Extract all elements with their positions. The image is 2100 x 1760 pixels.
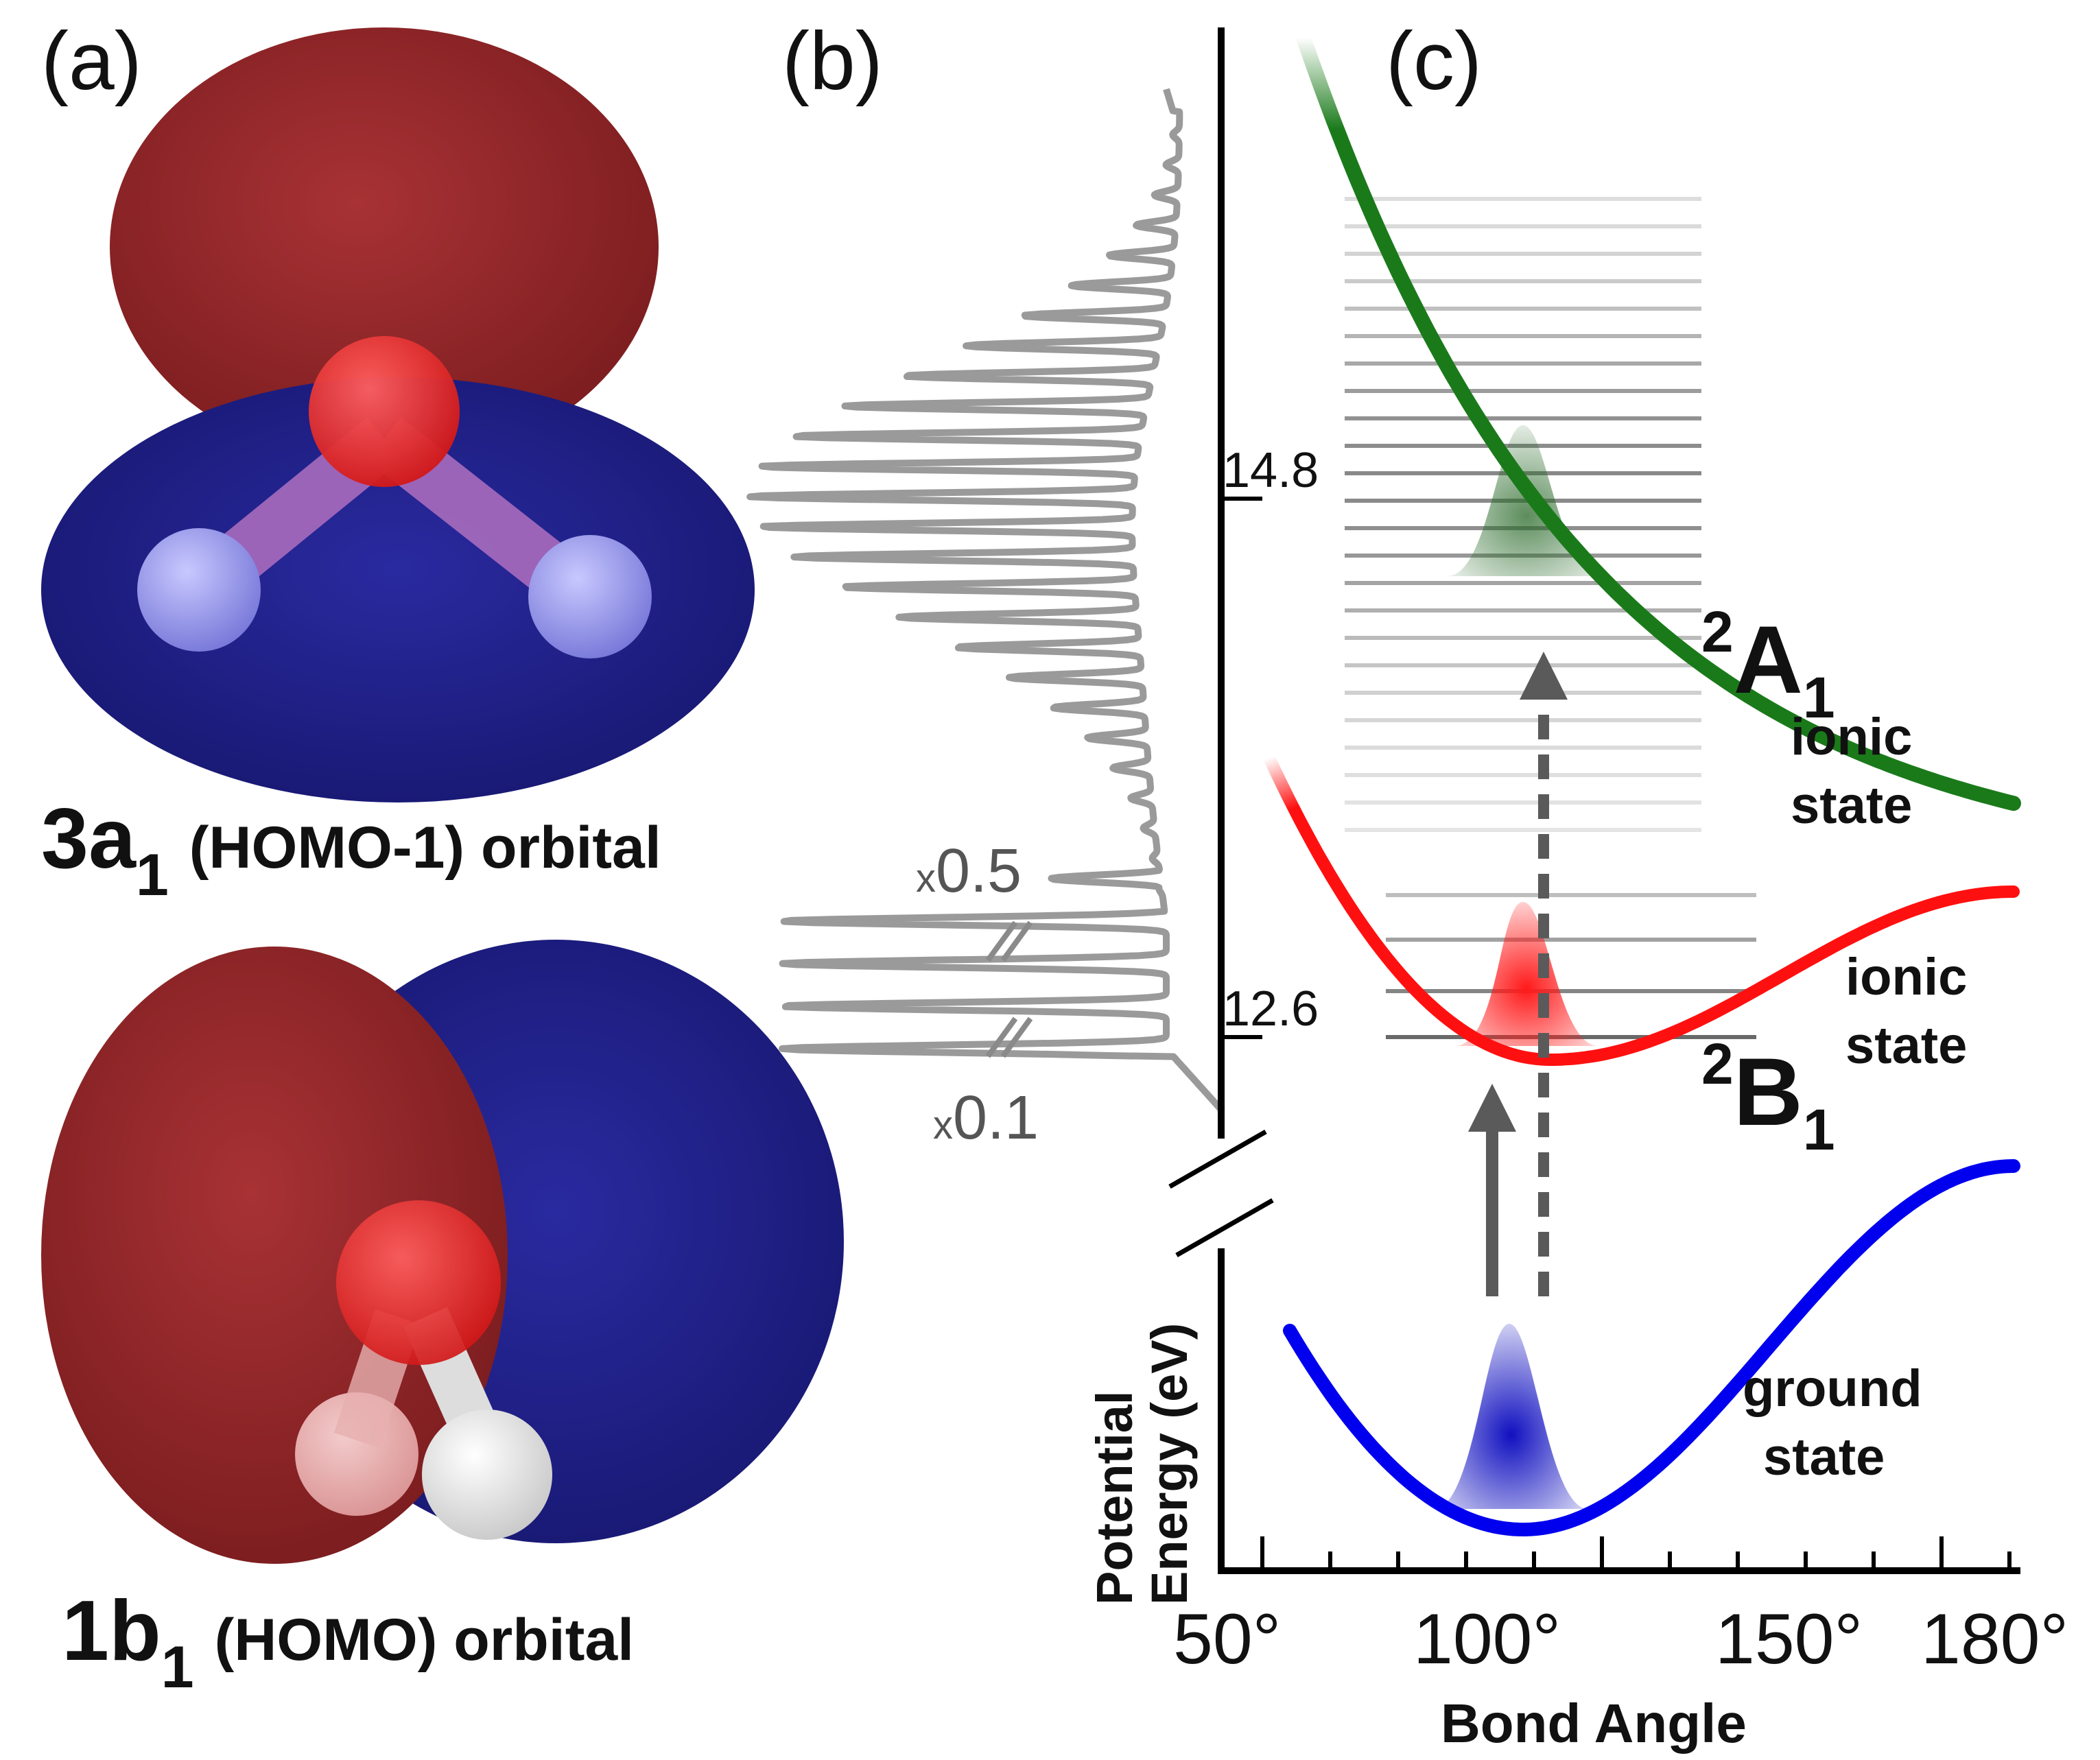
axis-break-marks-spectrum — [985, 920, 1033, 1058]
x-tick-50: 50° — [1173, 1600, 1281, 1679]
x-tick-150: 150° — [1715, 1600, 1863, 1679]
a1-state-label: state — [1791, 776, 1912, 835]
orbital-3a1-caption: 3a1 (HOMO-1) orbital — [41, 792, 661, 908]
scale-note-lower: x0.1 — [933, 1084, 1039, 1152]
y-axis-title-line1: Potential — [1086, 1391, 1143, 1605]
x-tick-100: 100° — [1413, 1600, 1561, 1679]
axis-frame — [1218, 27, 2020, 1574]
excitation-arrow-solid — [1468, 1084, 1516, 1296]
a1-ionic-label: ionic — [1791, 708, 1912, 766]
ground-label-line1: ground — [1743, 1359, 1922, 1418]
x-axis-title: Bond Angle — [1441, 1693, 1747, 1754]
b1-state-label: state — [1845, 1016, 1967, 1075]
energy-label-14-8: 14.8 — [1223, 443, 1319, 498]
orbital-1b1-caption: 1b1 (HOMO) orbital — [62, 1584, 634, 1700]
b1-ionic-label: ionic — [1845, 948, 1967, 1006]
ground-label-line2: state — [1763, 1428, 1885, 1486]
panel-a-label: (a) — [41, 15, 142, 107]
state-label-a1: 2A1 — [1701, 599, 1835, 730]
wavepacket-ground — [1434, 1324, 1588, 1509]
excitation-arrow-dashed — [1520, 652, 1568, 1296]
curve-b1-ionic-state — [1263, 752, 2020, 1066]
curve-ground-state — [1283, 1159, 2020, 1537]
y-axis-title-line2: Energy (eV) — [1141, 1323, 1198, 1605]
wavepacket-b1 — [1454, 902, 1598, 1046]
panel-c-label: (c) — [1386, 15, 1482, 107]
x-tick-180: 180° — [1921, 1600, 2068, 1679]
scale-note-upper: x0.5 — [916, 837, 1022, 905]
panel-b-label: (b) — [782, 15, 883, 107]
y-axis-break-marks — [1168, 1129, 1274, 1258]
y-ticks — [1221, 497, 1262, 1039]
orbital-3a1-image — [41, 27, 755, 802]
state-label-b1: 2B1 — [1701, 1032, 1835, 1162]
curve-a1-ionic-state — [1296, 30, 2021, 811]
x-axis-ticks — [1260, 1536, 2011, 1571]
energy-label-12-6: 12.6 — [1223, 982, 1319, 1036]
photoelectron-spectrum — [746, 86, 1225, 1114]
orbital-1b1-image — [41, 940, 844, 1564]
